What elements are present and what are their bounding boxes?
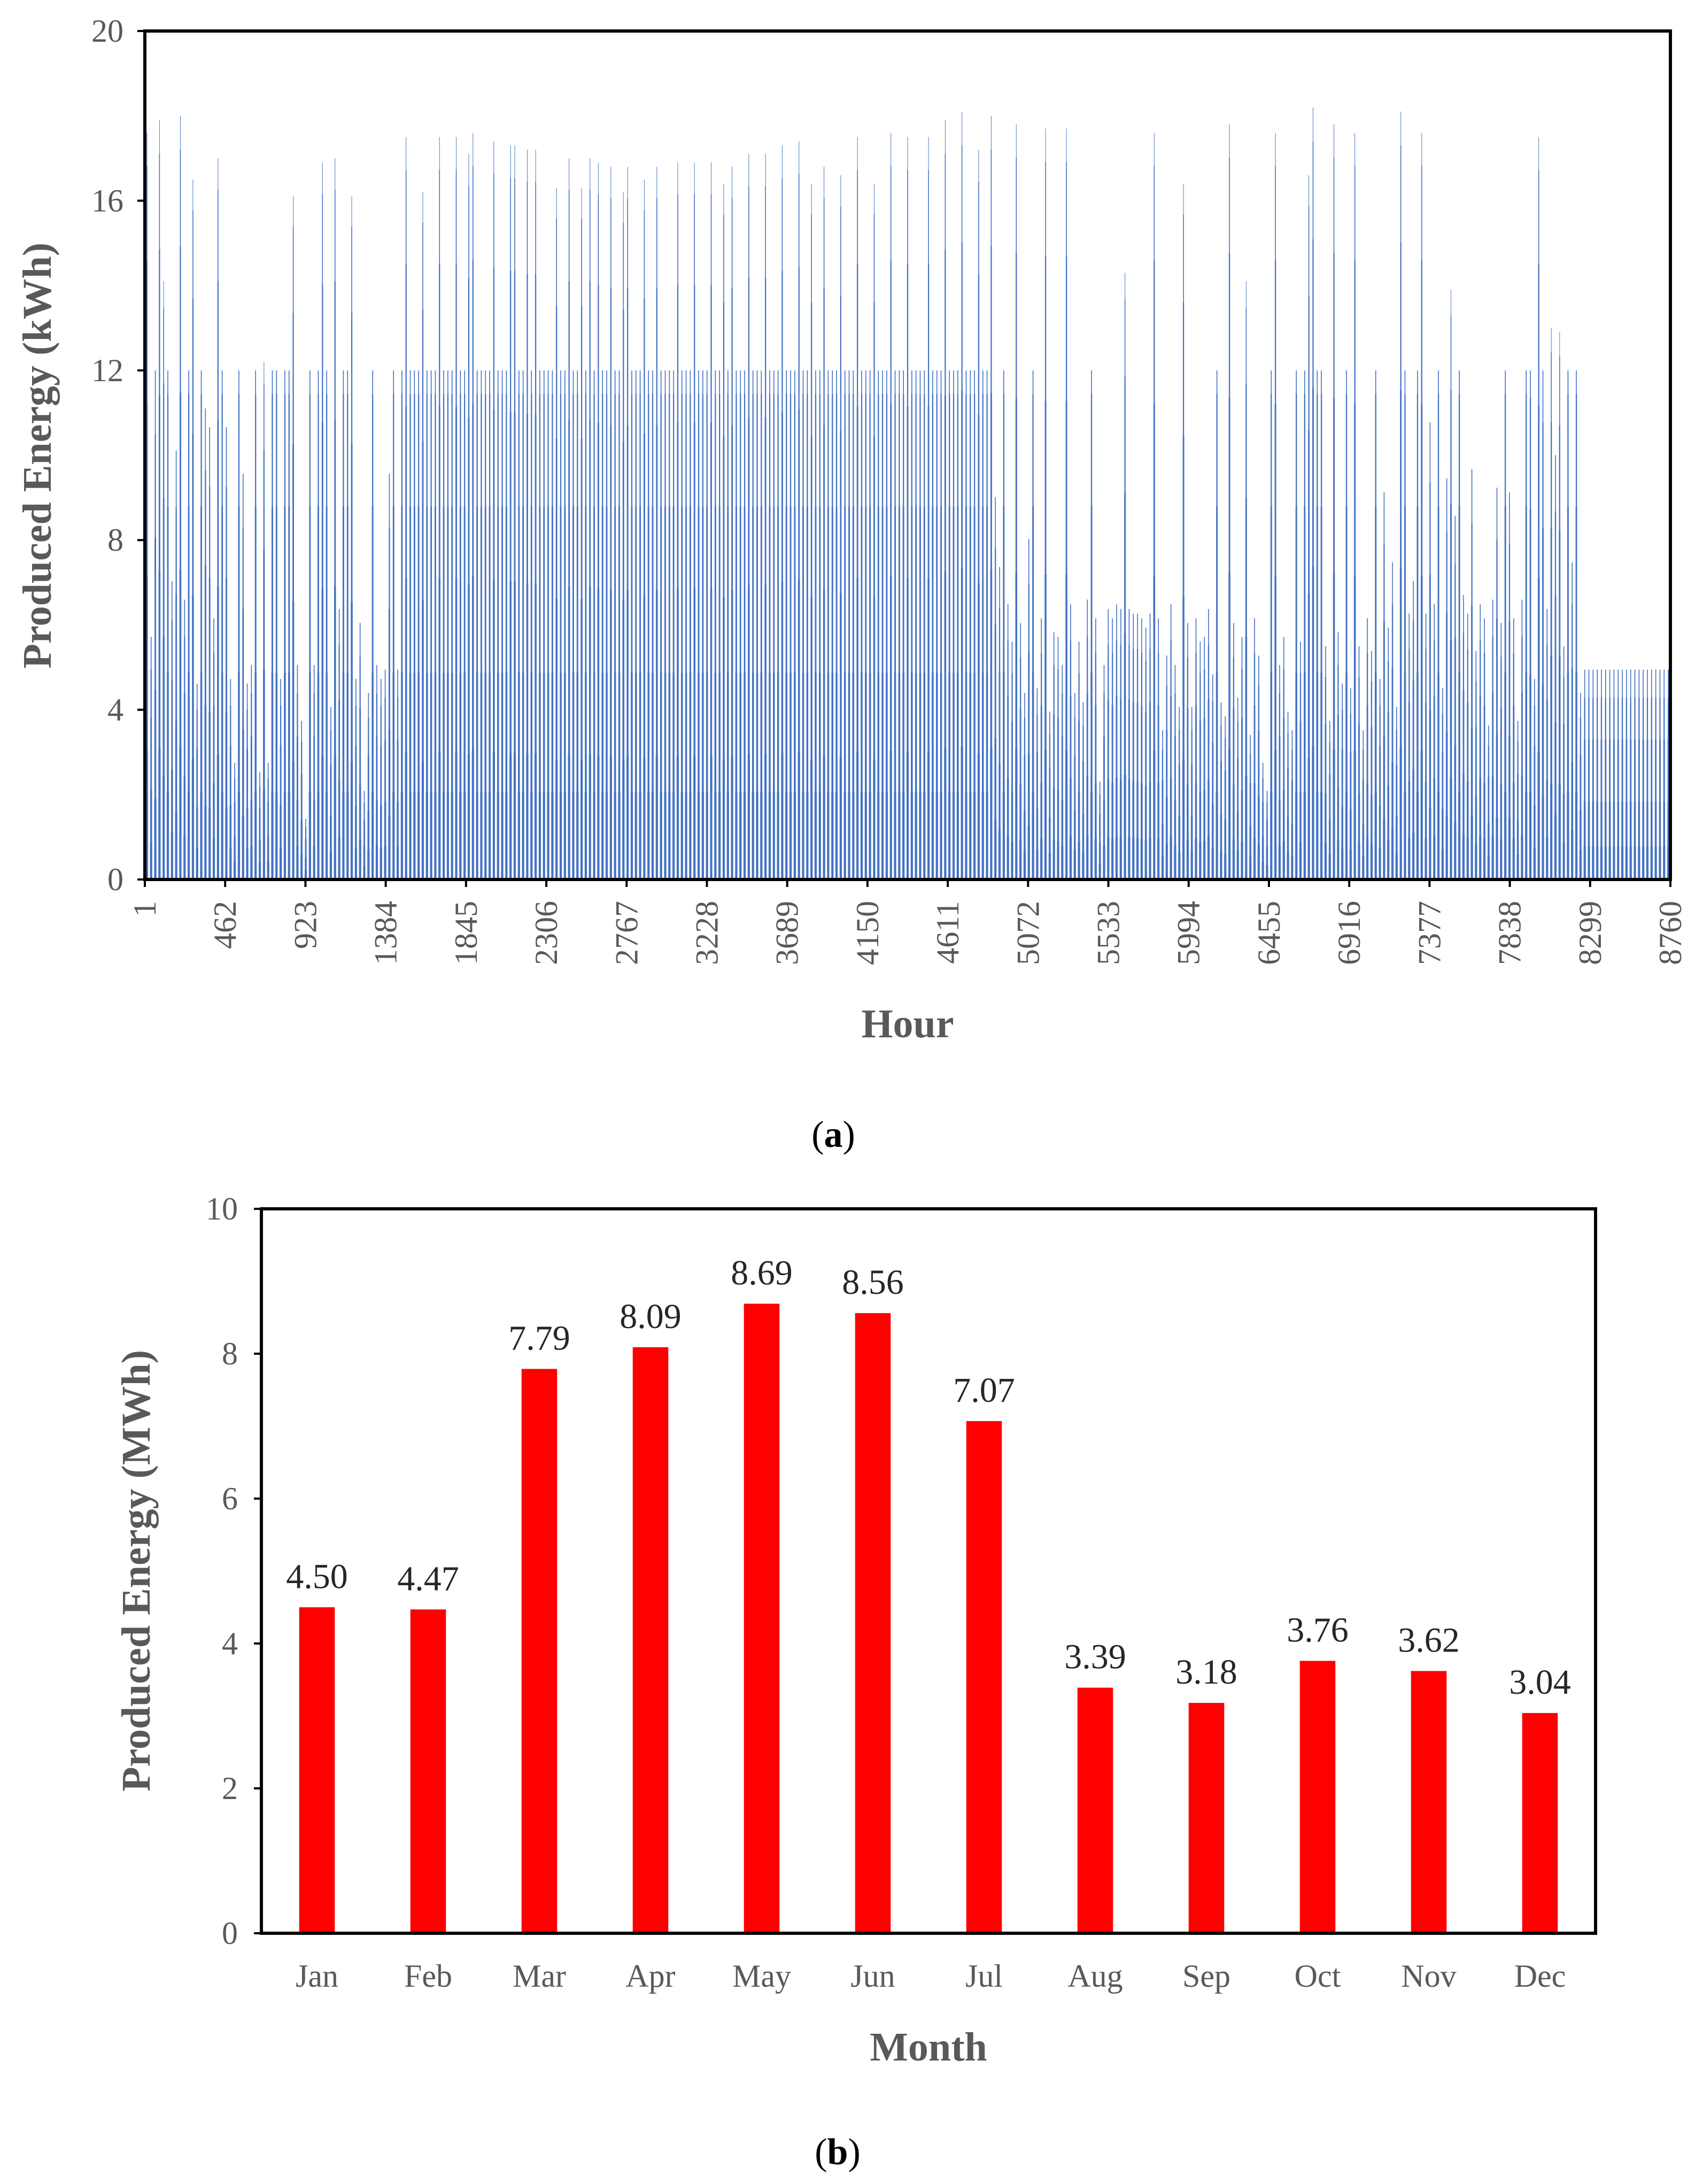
chart-a-x-tick-label: 1845 [448, 901, 484, 965]
chart-b-x-ticks: Jan Feb Mar Apr May Jun Jul Aug Sep Oct Nov Dec [296, 1958, 1566, 1994]
chart-b-panel-label: (b) [815, 2132, 861, 2173]
chart-b-bar-sep [1188, 1703, 1225, 1933]
chart-b-x-tick-label: Jan [296, 1958, 338, 1994]
chart-b-x-axis-title: Month [870, 2025, 987, 2070]
chart-a-x-tick-label: 1 [127, 901, 162, 917]
chart-a-x-tick-label: 4611 [930, 901, 965, 964]
chart-b-bar-nov [1411, 1671, 1447, 1933]
chart-b-plot-frame [260, 1207, 1597, 1935]
chart-b-y-tick-label: 4 [222, 1626, 238, 1661]
chart-a-y-axis-title: Produced Energy (kWh) [15, 243, 60, 669]
chart-b-data-label: 3.04 [1509, 1663, 1571, 1702]
chart-b-bar-jun [855, 1313, 891, 1933]
chart-b-y-axis-title: Produced Energy (MWh) [114, 1350, 159, 1792]
chart-b-bar-feb [410, 1609, 446, 1933]
chart-b-data-label: 3.76 [1287, 1611, 1349, 1650]
chart-a-y-ticks: 0 4 8 12 16 20 [91, 13, 145, 897]
chart-b-x-tick-label: Sep [1182, 1958, 1230, 1994]
chart-b-data-label: 4.50 [286, 1557, 348, 1596]
chart-a-x-tick-label: 5072 [1010, 901, 1046, 965]
chart-b-y-tick-label: 0 [222, 1916, 238, 1951]
chart-b-y-ticks: 0 2 4 6 8 10 [206, 1191, 261, 1951]
chart-b-y-tick-label: 10 [206, 1191, 238, 1226]
chart-a-y-tick-label: 20 [91, 13, 123, 49]
chart-b-data-label: 7.07 [953, 1371, 1015, 1410]
chart-a-y-tick-label: 0 [107, 862, 123, 897]
chart-b-y-tick-label: 6 [222, 1481, 238, 1516]
chart-b-y-tick-label: 2 [222, 1771, 238, 1806]
chart-b-x-tick-label: Aug [1067, 1958, 1123, 1994]
chart-b-monthly-energy: 4.50 4.47 7.79 8.09 8.69 8.56 7.07 3.39 3.18 3.76… [114, 1191, 1597, 2173]
chart-b-x-tick-label: Oct [1295, 1958, 1341, 1994]
chart-a-x-tick-label: 923 [288, 901, 323, 949]
chart-b-data-label: 8.09 [620, 1297, 682, 1336]
chart-a-y-tick-label: 4 [107, 692, 123, 728]
chart-a-y-tick-label: 12 [91, 353, 123, 388]
chart-b-data-label: 4.47 [397, 1559, 459, 1598]
chart-b-bar-jan [299, 1607, 335, 1933]
chart-a-panel-label: (a) [811, 1114, 855, 1155]
chart-b-bar-may [744, 1303, 780, 1933]
chart-b-data-label: 8.69 [731, 1254, 793, 1293]
chart-a-x-tick-label: 4150 [850, 901, 885, 965]
chart-a-y-tick-label: 8 [107, 522, 123, 558]
chart-a-x-tick-label: 8760 [1653, 901, 1688, 965]
chart-a-x-tick-label: 3689 [770, 901, 805, 965]
chart-b-bars [299, 1303, 1558, 1933]
chart-b-bar-apr [632, 1347, 669, 1933]
chart-a-hourly-energy: 0 4 8 12 16 20 1 462 923 1384 1845 2306 2767 3228 368… [15, 13, 1688, 1155]
chart-a-x-tick-label: 8299 [1573, 901, 1608, 965]
chart-b-x-tick-label: Jul [965, 1958, 1003, 1994]
chart-b-data-labels: 4.50 4.47 7.79 8.09 8.69 8.56 7.07 3.39 3.18 3.76… [286, 1254, 1571, 1702]
chart-b-bar-dec [1522, 1713, 1558, 1933]
chart-a-x-tick-label: 2306 [529, 901, 564, 965]
chart-b-x-tick-label: Mar [513, 1958, 566, 1994]
chart-a-y-tick-label: 16 [91, 183, 123, 218]
chart-b-x-tick-label: Feb [404, 1958, 452, 1994]
chart-a-x-tick-label: 7838 [1492, 901, 1528, 965]
chart-a-x-tick-label: 1384 [368, 901, 404, 965]
chart-b-data-label: 3.18 [1175, 1653, 1237, 1692]
chart-b-data-label: 3.39 [1064, 1638, 1126, 1677]
chart-b-data-label: 7.79 [508, 1318, 570, 1357]
chart-a-x-ticks: 1 462 923 1384 1845 2306 2767 3228 3689 4150 4611 5… [127, 879, 1688, 965]
chart-a-x-axis-title: Hour [861, 1001, 954, 1046]
chart-b-x-tick-label: Apr [625, 1958, 675, 1994]
chart-a-x-tick-label: 6916 [1332, 901, 1367, 965]
chart-a-x-tick-label: 462 [207, 901, 243, 949]
chart-b-x-tick-label: Dec [1514, 1958, 1566, 1994]
chart-b-x-tick-label: Jun [850, 1958, 895, 1994]
chart-a-x-tick-label: 5533 [1091, 901, 1126, 965]
chart-a-x-tick-label: 3228 [689, 901, 724, 965]
chart-b-bar-aug [1077, 1687, 1113, 1933]
chart-b-data-label: 8.56 [842, 1263, 904, 1302]
chart-a-plot-frame [143, 29, 1672, 881]
chart-b-bar-oct [1299, 1661, 1336, 1933]
chart-b-y-tick-label: 8 [222, 1336, 238, 1371]
chart-b-x-tick-label: Nov [1401, 1958, 1456, 1994]
chart-b-data-label: 3.62 [1398, 1620, 1460, 1660]
chart-a-x-tick-label: 5994 [1171, 901, 1206, 965]
chart-a-x-tick-label: 7377 [1412, 901, 1447, 965]
chart-a-x-tick-label: 2767 [609, 901, 644, 965]
chart-a-x-tick-label: 6455 [1251, 901, 1287, 965]
chart-b-bar-jul [966, 1421, 1002, 1933]
chart-b-bar-mar [521, 1369, 558, 1933]
chart-b-x-tick-label: May [732, 1958, 791, 1994]
